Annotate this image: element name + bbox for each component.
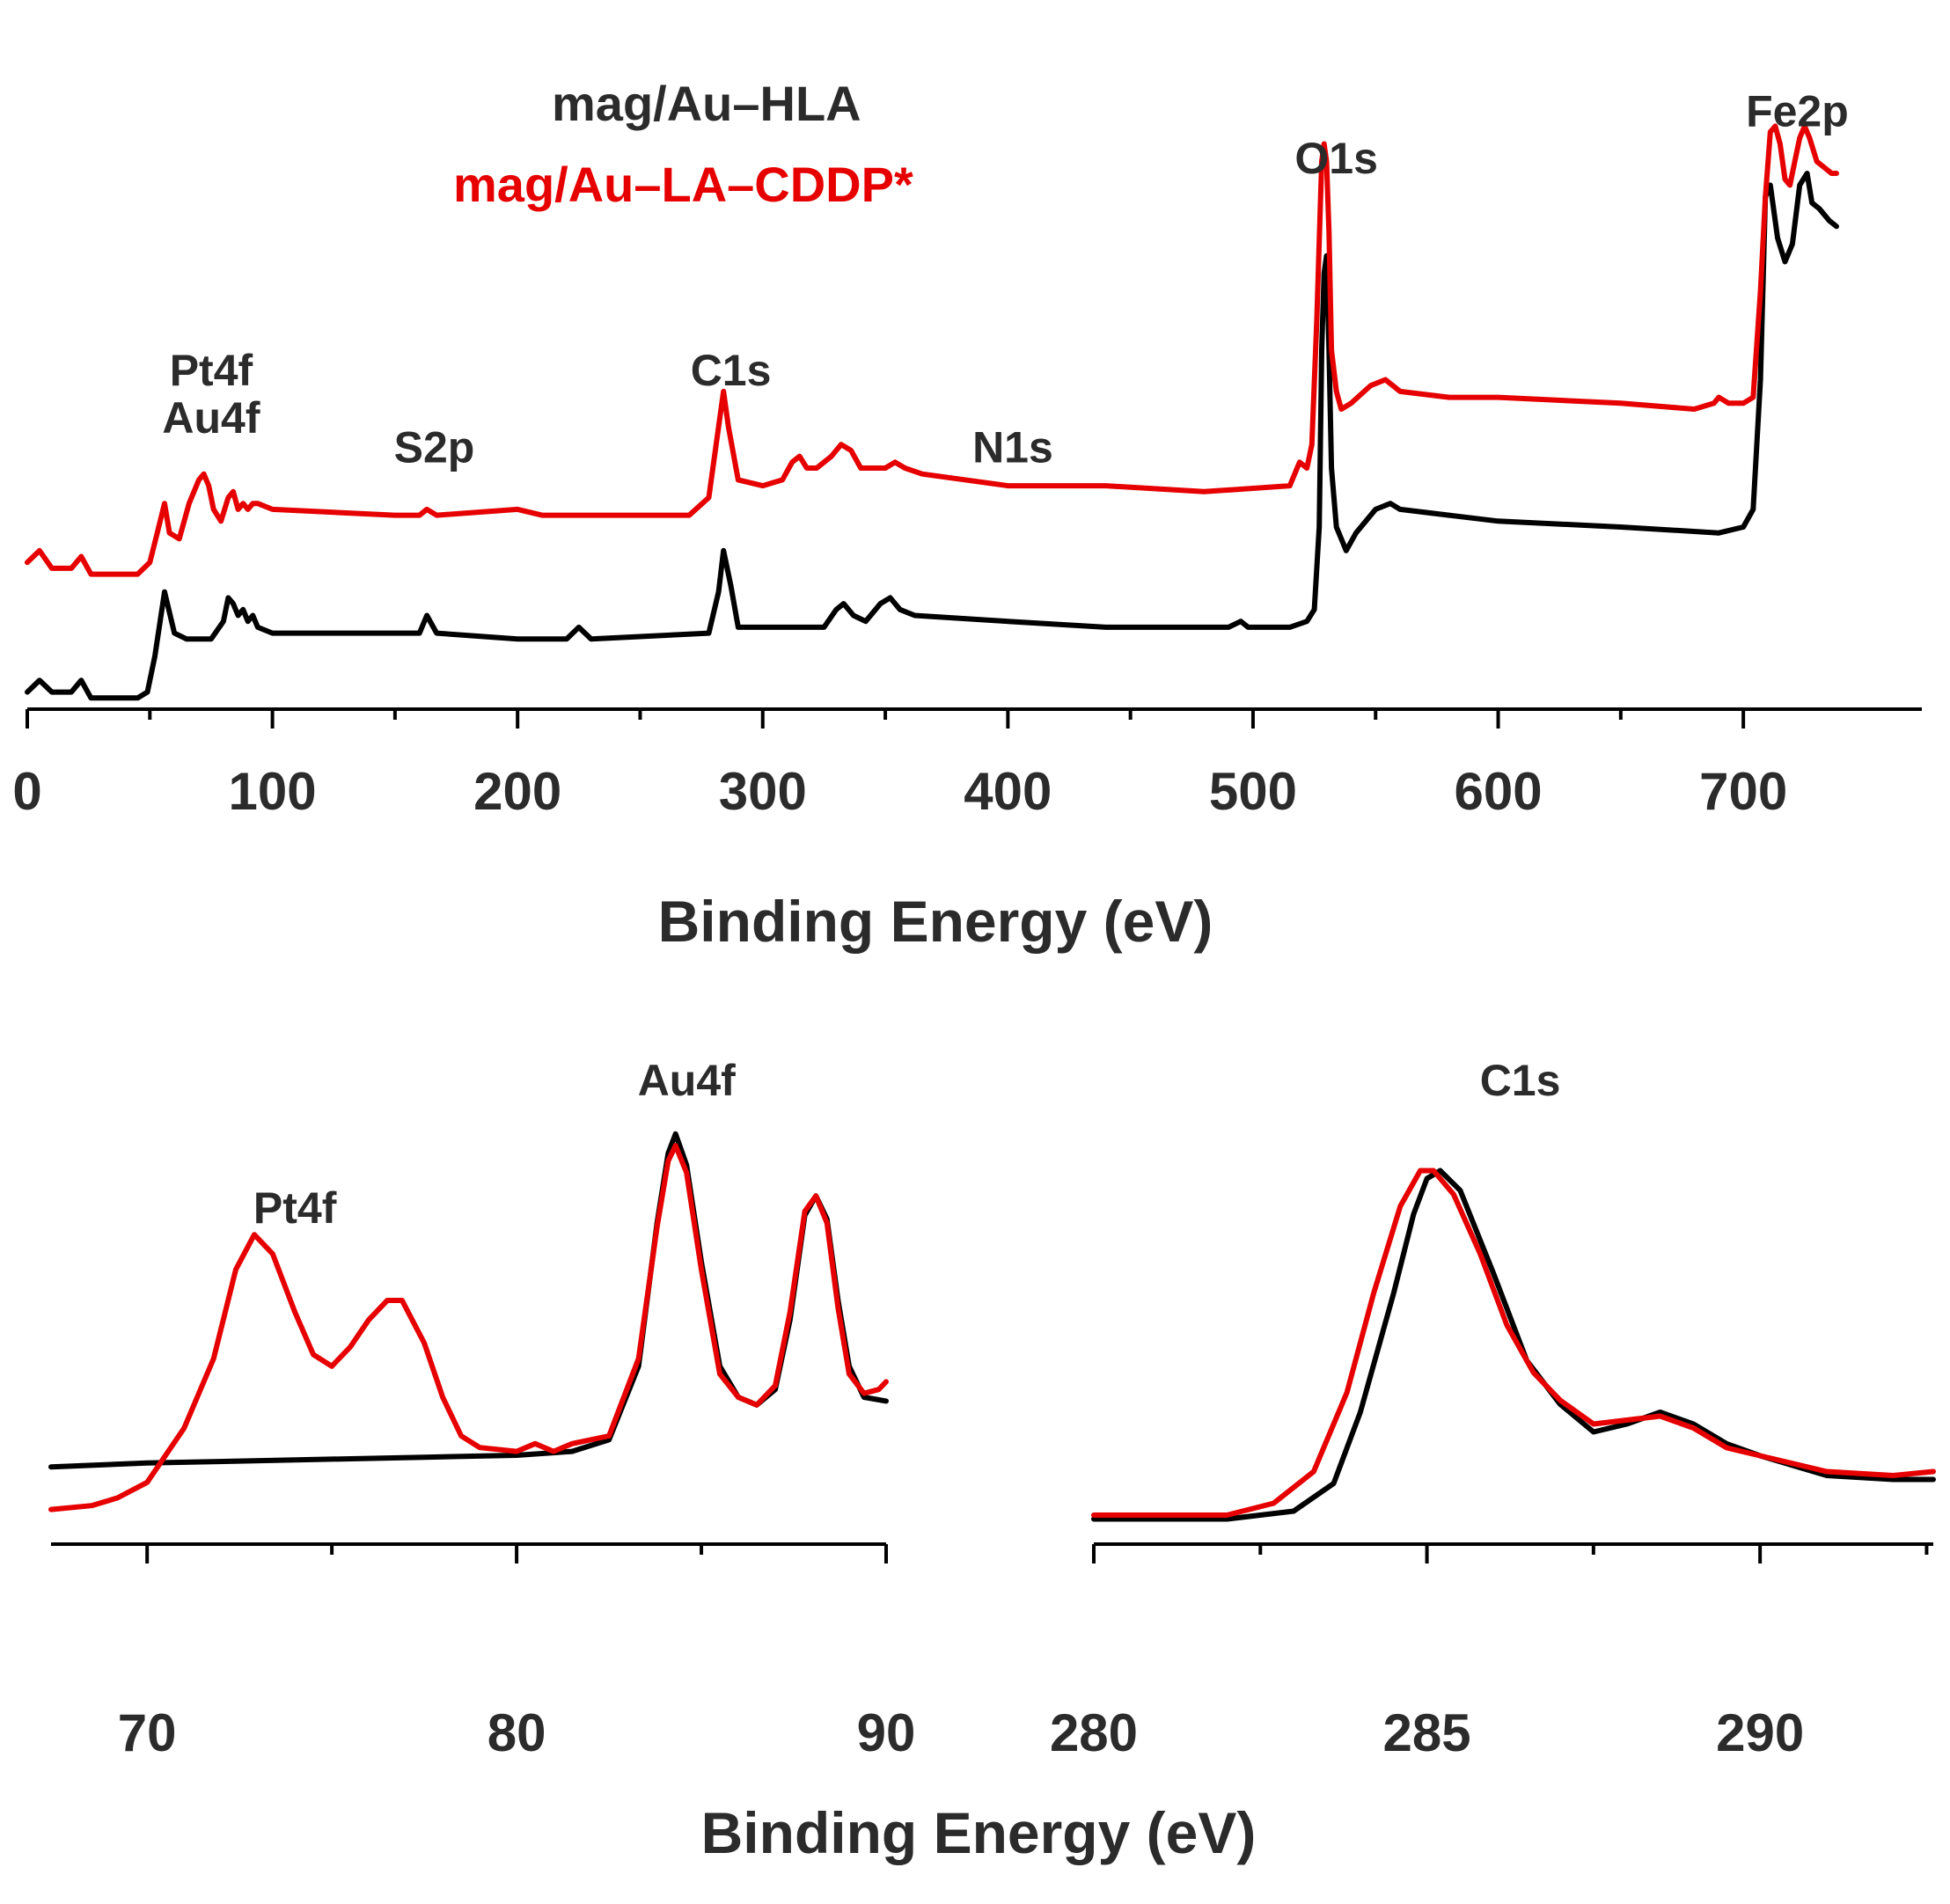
peak-label: Au4f [638, 1056, 736, 1105]
peak-label: C1s [691, 346, 772, 395]
x-tick-label: 80 [488, 1703, 546, 1762]
pt4f-au4f-x-ticks: 70 80 90 [118, 1544, 916, 1762]
x-tick-label: 600 [1454, 762, 1542, 821]
x-tick-label: 400 [964, 762, 1052, 821]
peak-label: Pt4f [170, 346, 253, 395]
pt4f-au4f-annotations: Pt4f Au4f [253, 1056, 736, 1233]
legend-label-hla: mag/Au–HLA [552, 76, 861, 131]
x-tick-label: 700 [1699, 762, 1787, 821]
x-tick-label: 280 [1050, 1703, 1138, 1762]
series-line-cddp [25, 123, 1839, 577]
x-tick-label: 290 [1716, 1703, 1804, 1762]
peak-label: N1s [972, 422, 1053, 472]
peak-label: C1s [1480, 1056, 1561, 1105]
x-tick-label: 0 [12, 762, 41, 821]
peak-label: Au4f [162, 393, 260, 443]
legend-label-cddp: mag/Au–LA–CDDP* [453, 157, 913, 212]
x-tick-label: 285 [1383, 1703, 1471, 1762]
peak-label: Pt4f [253, 1183, 337, 1233]
c1s-series [1091, 1168, 1936, 1522]
series-line-hla [25, 171, 1839, 701]
bottom-x-axis-title: Binding Energy (eV) [701, 1800, 1257, 1865]
series-line-cddp [48, 1143, 889, 1512]
series-line-cddp [1091, 1168, 1936, 1518]
c1s-annotations: C1s [1480, 1056, 1561, 1105]
series-line-hla [48, 1131, 889, 1470]
x-tick-label: 100 [229, 762, 317, 821]
peak-label: O1s [1294, 134, 1378, 183]
x-tick-label: 300 [719, 762, 807, 821]
x-tick-label: 200 [473, 762, 561, 821]
c1s-panel: 280 285 290 C1s [1050, 1056, 1936, 1762]
peak-label: Fe2p [1746, 86, 1849, 135]
c1s-x-ticks: 280 285 290 [1050, 1544, 1929, 1762]
survey-axis: 0 100 200 300 400 500 600 700 [12, 707, 1922, 821]
pt4f-au4f-series [48, 1131, 889, 1512]
x-tick-label: 500 [1209, 762, 1297, 821]
survey-x-ticks: 0 100 200 300 400 500 600 700 [12, 709, 1787, 821]
peak-label: S2p [394, 422, 475, 472]
x-tick-label: 70 [118, 1703, 177, 1762]
pt4f-au4f-panel: 70 80 90 Pt4f Au4f [48, 1056, 916, 1762]
x-tick-label: 90 [857, 1703, 916, 1762]
survey-series [25, 123, 1839, 701]
survey-x-axis-title: Binding Energy (eV) [658, 889, 1213, 954]
